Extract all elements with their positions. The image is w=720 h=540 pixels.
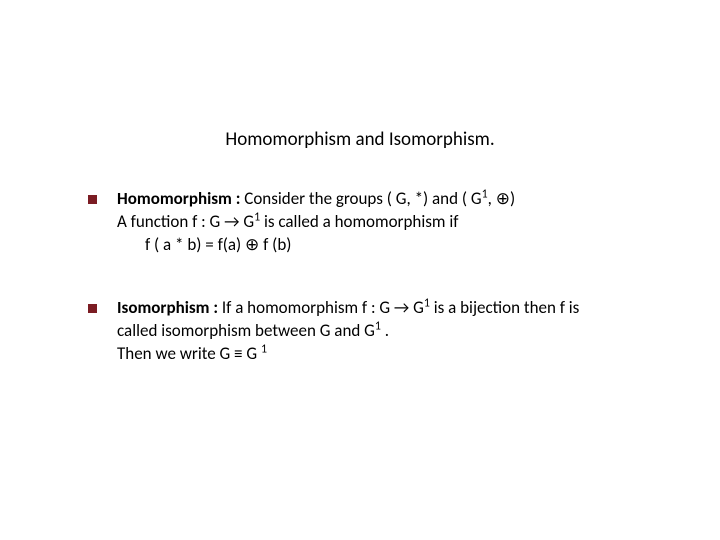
item-text: Homomorphism : Consider the groups ( G, … [117, 188, 648, 257]
text-fragment: is a bijection then f is [430, 297, 579, 318]
line-2: A function f : G → G1 is called a homomo… [117, 211, 648, 234]
slide-body: Homomorphism : Consider the groups ( G, … [88, 188, 648, 406]
item-text: Isomorphism : If a homomorphism f : G → … [117, 297, 648, 366]
text-fragment: Then we write G ≡ G [117, 343, 261, 364]
line-1: Homomorphism : Consider the groups ( G, … [117, 188, 648, 211]
text-fragment: Consider the groups ( G, *) and ( G [244, 188, 481, 209]
text-fragment: , ⊕) [488, 188, 515, 209]
list-item: Isomorphism : If a homomorphism f : G → … [88, 297, 648, 366]
text-fragment: If a homomorphism f : G → G [222, 297, 424, 318]
text-fragment: A function f : G → G [117, 211, 254, 232]
line-3: Then we write G ≡ G 1 [117, 343, 648, 366]
line-1: Isomorphism : If a homomorphism f : G → … [117, 297, 648, 320]
text-fragment: . [381, 320, 389, 341]
bullet-icon [88, 304, 97, 313]
text-fragment: called isomorphism between G and G [117, 320, 375, 341]
superscript: 1 [261, 342, 267, 356]
term: Homomorphism : [117, 188, 244, 209]
term: Isomorphism : [117, 297, 222, 318]
text-fragment: is called a homomorphism if [260, 211, 458, 232]
slide: Homomorphism and Isomorphism. Homomorphi… [0, 0, 720, 540]
bullet-icon [88, 195, 97, 204]
line-2: called isomorphism between G and G1 . [117, 320, 648, 343]
line-3: f ( a * b) = f(a) ⊕ f (b) [117, 234, 648, 257]
text-fragment: f ( a * b) = f(a) ⊕ f (b) [145, 234, 291, 255]
list-item: Homomorphism : Consider the groups ( G, … [88, 188, 648, 257]
slide-title: Homomorphism and Isomorphism. [0, 128, 720, 151]
